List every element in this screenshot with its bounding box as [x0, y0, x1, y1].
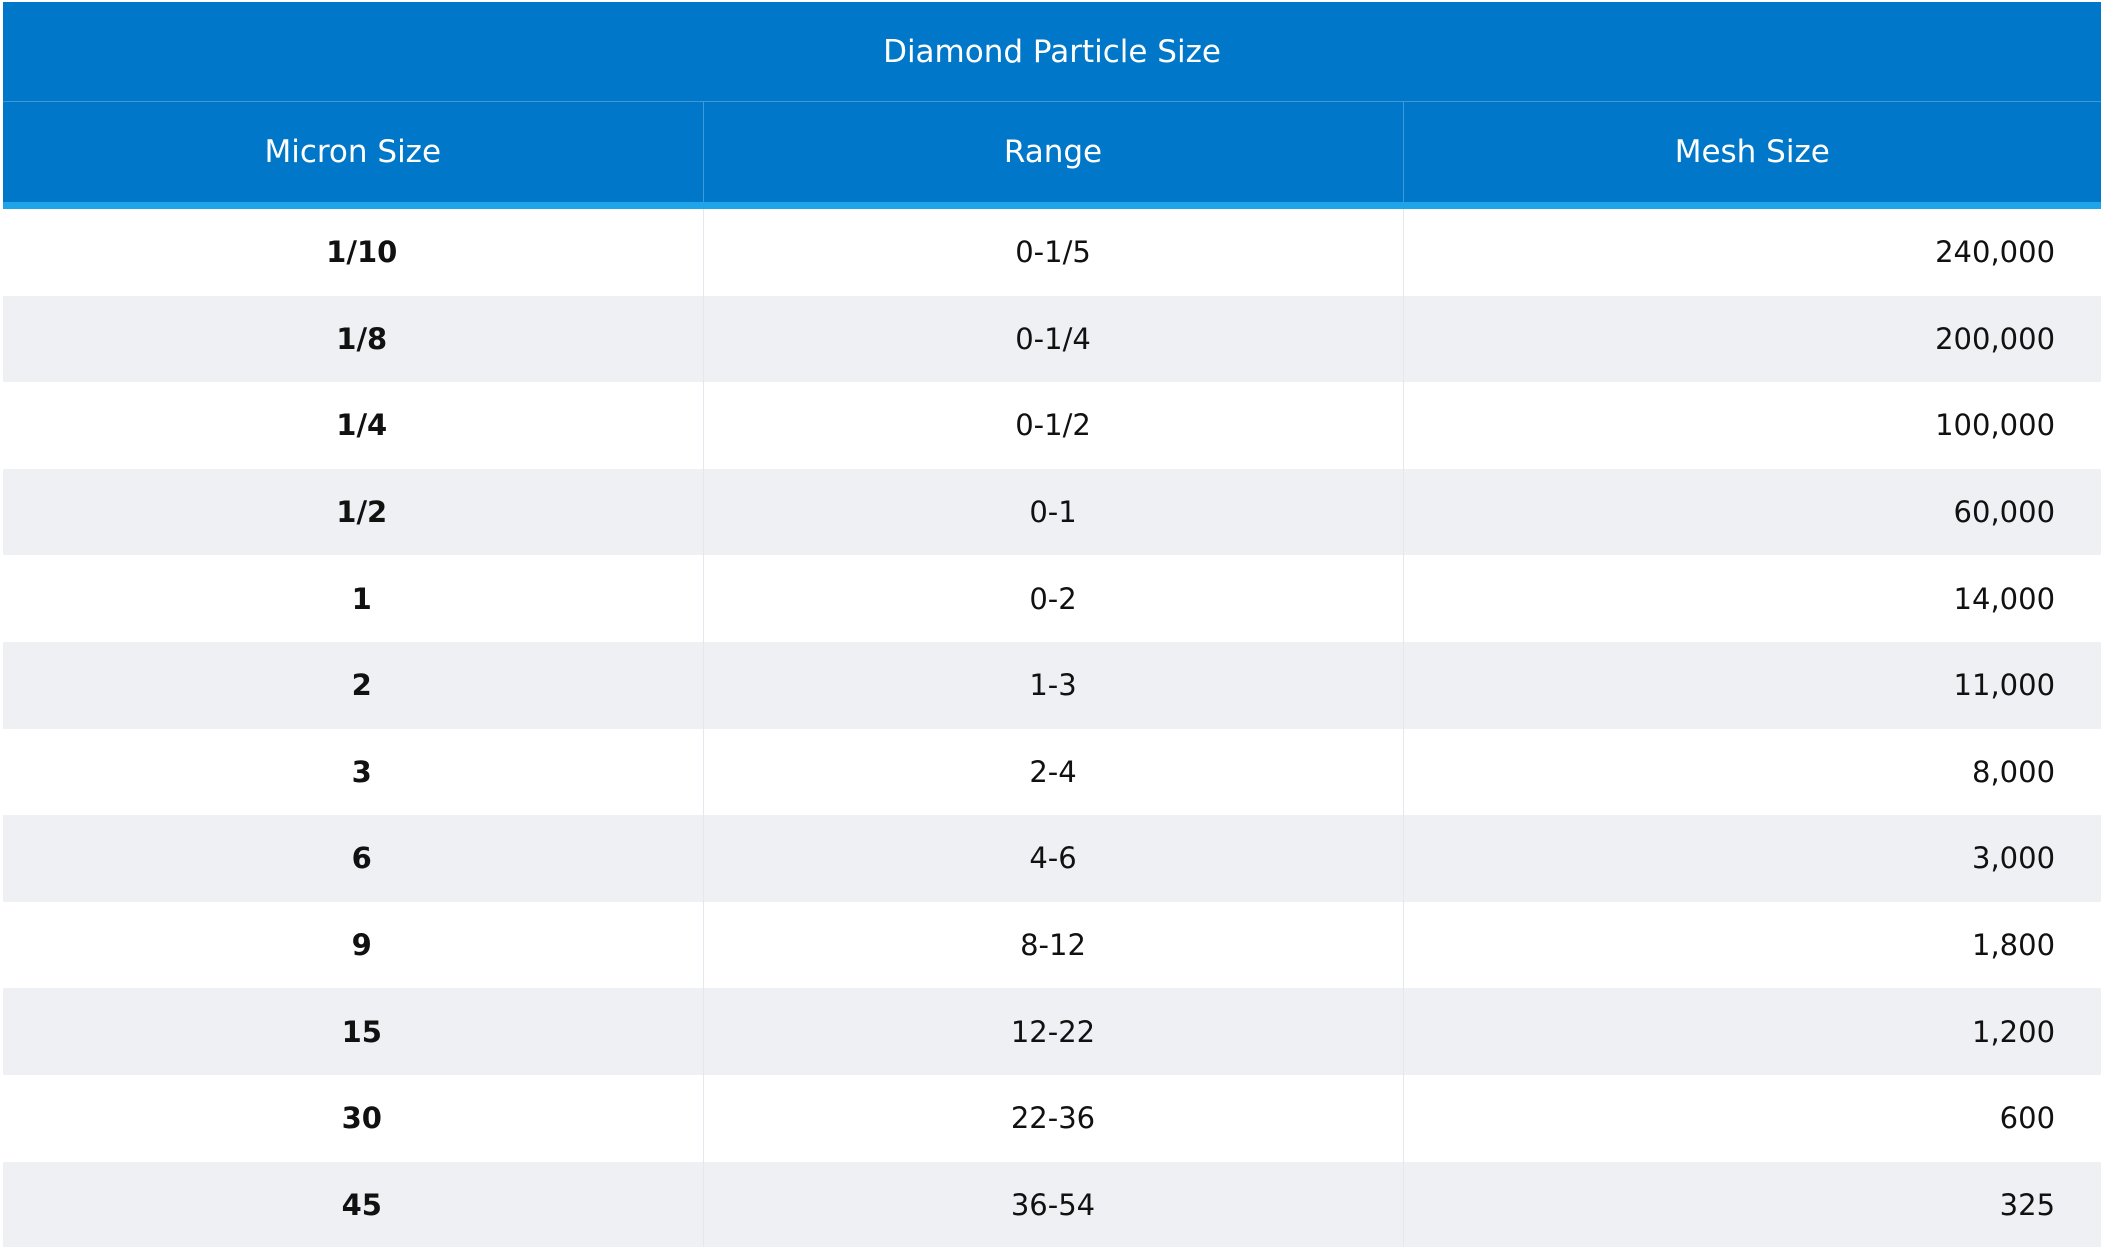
mesh-size-cell: 3,000 [1402, 815, 2102, 902]
range-cell: 36-54 [702, 1161, 1403, 1247]
micron-size-cell: 1/2 [3, 468, 703, 556]
range-cell: 4-6 [702, 815, 1403, 902]
table-row: 45 36-54 325 [3, 1161, 2102, 1247]
mesh-size-cell: 325 [1402, 1161, 2102, 1247]
micron-size-cell: 1/10 [3, 205, 703, 296]
micron-size-cell: 9 [3, 901, 703, 989]
column-header-range: Range [702, 101, 1403, 209]
micron-size-cell: 1/8 [3, 295, 703, 383]
column-header-mesh-size: Mesh Size [1402, 101, 2102, 209]
mesh-size-cell: 8,000 [1402, 728, 2102, 816]
mesh-size-cell: 1,800 [1402, 901, 2102, 989]
table-row: 1/10 0-1/5 240,000 [3, 205, 2102, 296]
mesh-size-cell: 600 [1402, 1074, 2102, 1162]
range-cell: 0-1/2 [702, 382, 1403, 469]
table-row: 2 1-3 11,000 [3, 641, 2102, 729]
mesh-size-cell: 14,000 [1402, 555, 2102, 642]
table-row: 1/2 0-1 60,000 [3, 468, 2102, 556]
range-cell: 22-36 [702, 1074, 1403, 1162]
table-row: 1/8 0-1/4 200,000 [3, 295, 2102, 383]
table-title-row: Diamond Particle Size [3, 2, 2102, 102]
table-body: 1/10 0-1/5 240,000 1/8 0-1/4 200,000 1/4 0-1/2 1… [3, 205, 2102, 1247]
range-cell: 2-4 [702, 728, 1403, 816]
table-row: 6 4-6 3,000 [3, 815, 2102, 902]
micron-size-cell: 2 [3, 641, 703, 729]
micron-size-cell: 15 [3, 988, 703, 1075]
mesh-size-cell: 60,000 [1402, 468, 2102, 556]
micron-size-cell: 30 [3, 1074, 703, 1162]
micron-size-cell: 3 [3, 728, 703, 816]
range-cell: 12-22 [702, 988, 1403, 1075]
table-title: Diamond Particle Size [3, 2, 2102, 102]
column-header-micron-size: Micron Size [3, 101, 703, 209]
range-cell: 0-1/4 [702, 295, 1403, 383]
table-header-row: Micron Size Range Mesh Size [3, 101, 2102, 209]
mesh-size-cell: 11,000 [1402, 641, 2102, 729]
range-cell: 1-3 [702, 641, 1403, 729]
diamond-particle-size-table: Diamond Particle Size Micron Size Range … [3, 2, 2102, 1247]
range-cell: 8-12 [702, 901, 1403, 989]
range-cell: 0-2 [702, 555, 1403, 642]
mesh-size-cell: 1,200 [1402, 988, 2102, 1075]
range-cell: 0-1/5 [702, 205, 1403, 296]
table-row: 15 12-22 1,200 [3, 988, 2102, 1075]
micron-size-cell: 1/4 [3, 382, 703, 469]
micron-size-cell: 1 [3, 555, 703, 642]
table-row: 30 22-36 600 [3, 1074, 2102, 1162]
micron-size-cell: 45 [3, 1161, 703, 1247]
mesh-size-cell: 240,000 [1402, 205, 2102, 296]
table-row: 1 0-2 14,000 [3, 555, 2102, 642]
table-row: 9 8-12 1,800 [3, 901, 2102, 989]
mesh-size-cell: 200,000 [1402, 295, 2102, 383]
table-row: 3 2-4 8,000 [3, 728, 2102, 816]
range-cell: 0-1 [702, 468, 1403, 556]
table-row: 1/4 0-1/2 100,000 [3, 382, 2102, 469]
mesh-size-cell: 100,000 [1402, 382, 2102, 469]
micron-size-cell: 6 [3, 815, 703, 902]
